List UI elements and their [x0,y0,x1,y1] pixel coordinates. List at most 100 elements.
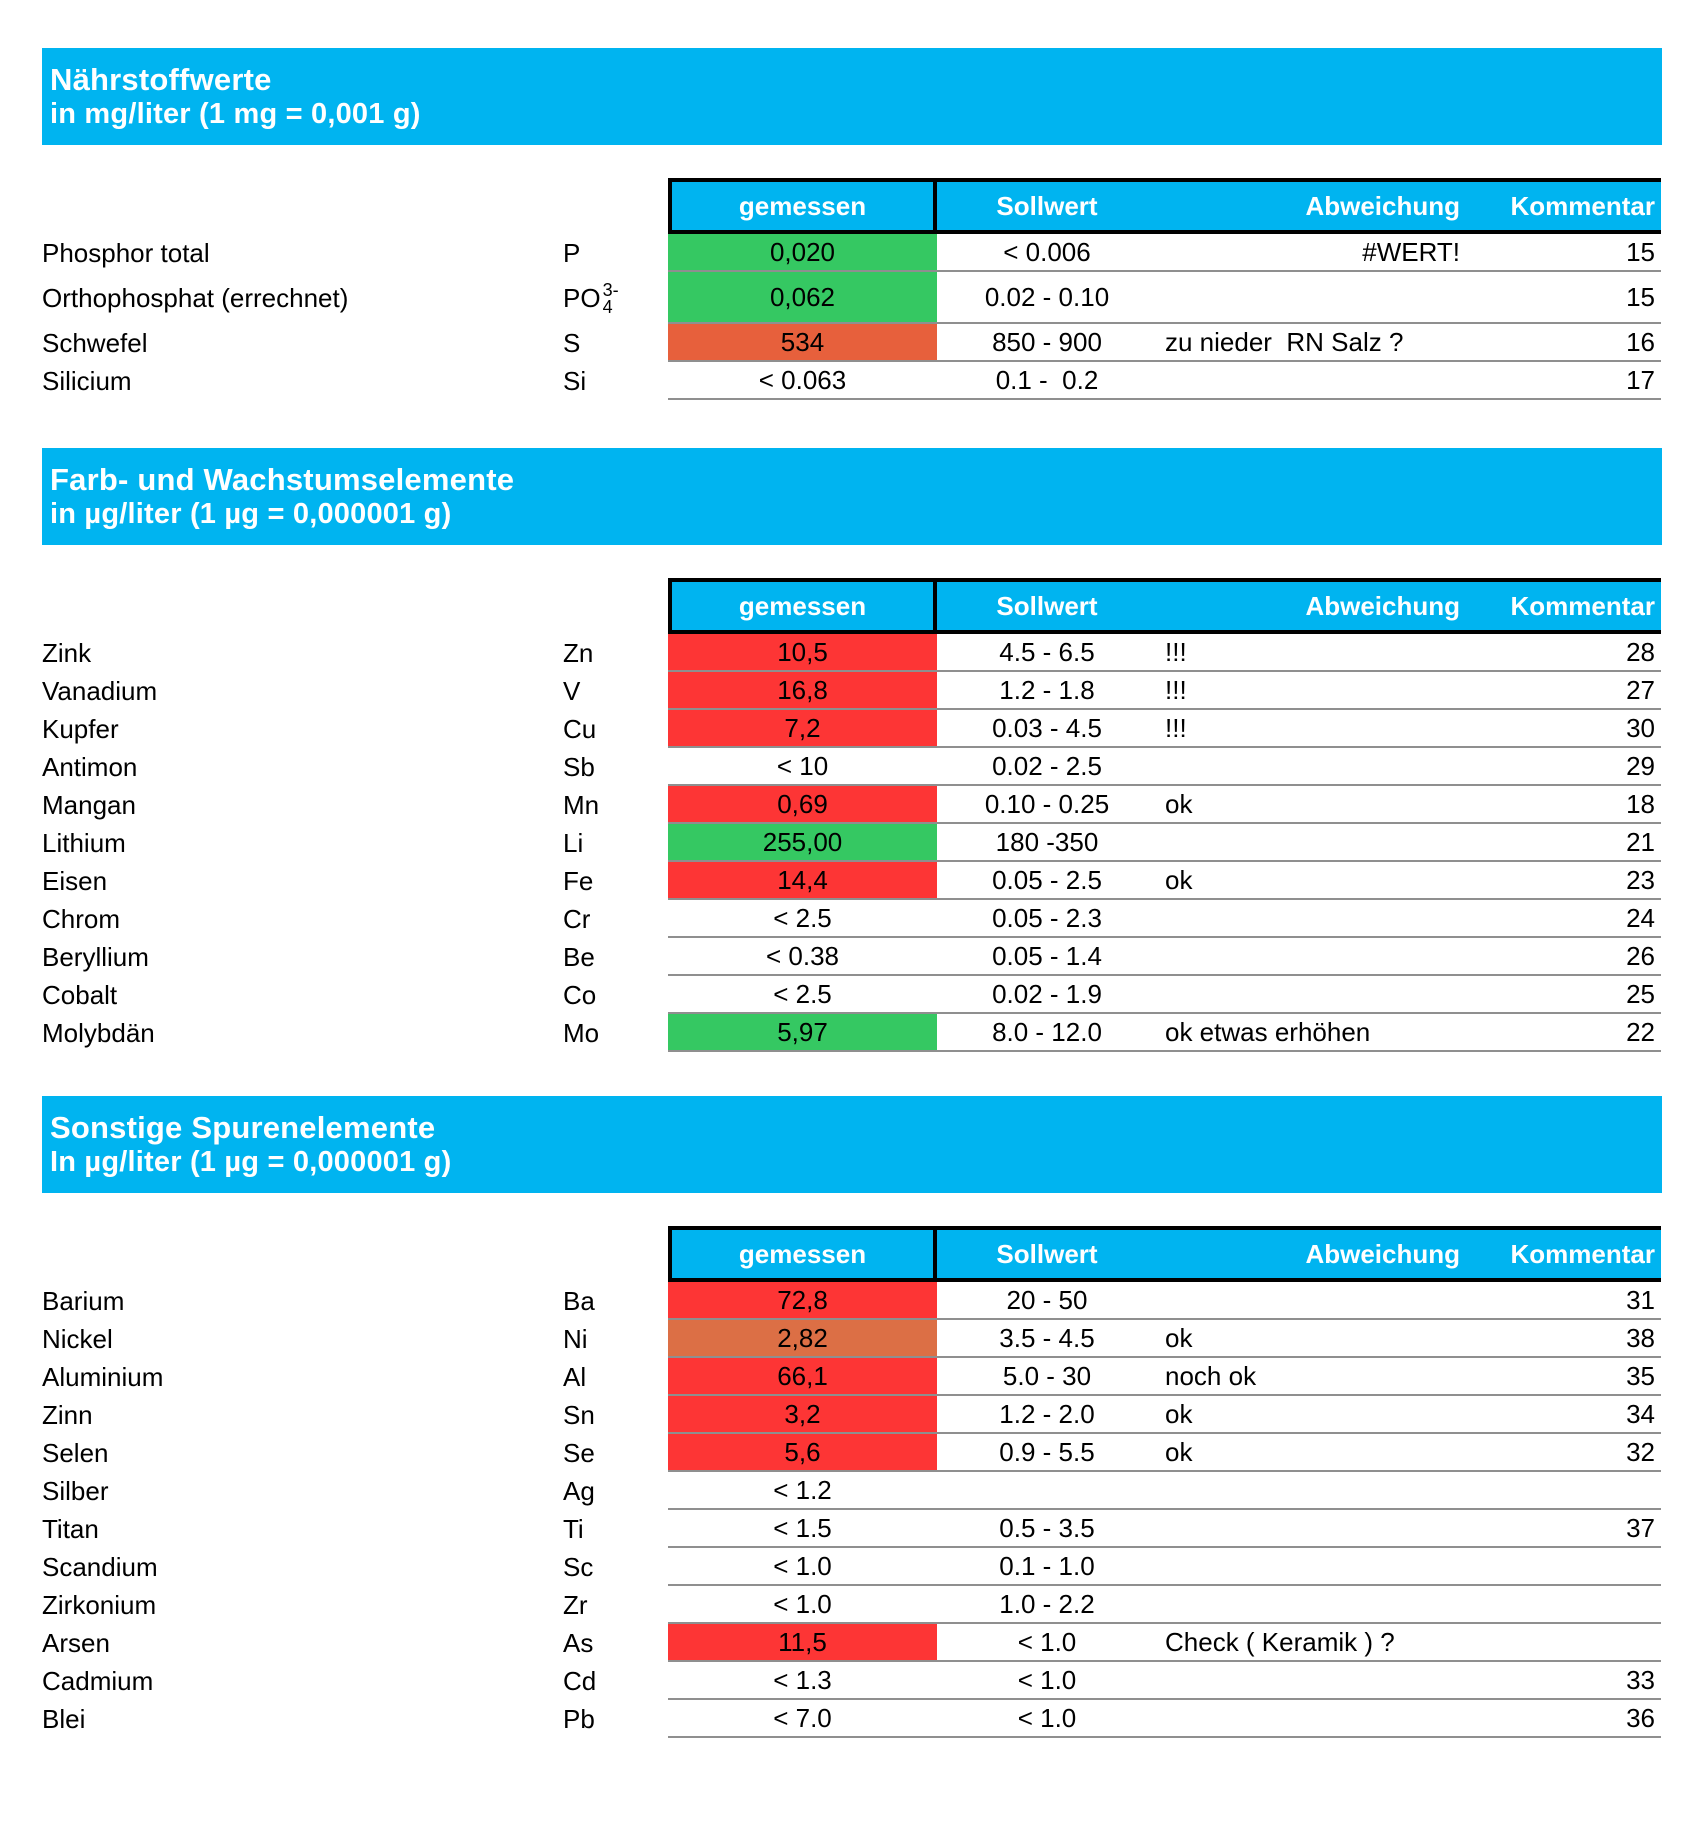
table-row: Scandium Sc < 1.0 0.1 - 1.0 [42,1548,1661,1586]
element-symbol-cell: Sb [563,748,668,786]
deviation-note-cell [1157,824,1468,862]
element-symbol-cell: Cr [563,900,668,938]
section-title: Nährstoffwerte [50,61,272,97]
measured-value-cell: 10,5 [668,634,937,672]
element-symbol: Co [563,979,597,1010]
water-analysis-report: Nährstoffwerte in mg/liter (1 mg = 0,001 … [0,48,1701,1848]
comment-number-cell: 27 [1468,672,1661,710]
table-row: Silicium Si < 0.063 0.1 - 0.2 17 [42,362,1661,400]
target-range-cell: 1.2 - 1.8 [937,672,1157,710]
deviation-note-cell [1157,938,1468,976]
column-header-gemessen: gemessen [668,178,937,234]
section-subtitle: In µg/liter (1 µg = 0,000001 g) [50,1145,452,1178]
section-0: Nährstoffwerte in mg/liter (1 mg = 0,001 … [0,48,1701,400]
element-name-cell: Phosphor total [42,237,210,268]
deviation-note-cell: ok [1157,862,1468,900]
element-name-cell: Aluminium [42,1361,164,1392]
header-name-spacer [42,178,563,234]
comment-number-cell [1468,1472,1661,1510]
column-header-kommentar: Kommentar [1468,578,1661,634]
target-range-cell: < 1.0 [937,1624,1157,1662]
element-name-cell: Chrom [42,903,121,934]
comment-number-cell: 32 [1468,1434,1661,1472]
element-symbol: Ba [563,1285,595,1316]
table-row: Nickel Ni 2,82 3.5 - 4.5 ok 38 [42,1320,1661,1358]
target-range-cell: 0.05 - 2.3 [937,900,1157,938]
section-2: Sonstige Spurenelemente In µg/liter (1 µg… [0,1096,1701,1738]
deviation-note-cell [1157,1472,1468,1510]
element-symbol-cell: Be [563,938,668,976]
table-header-row: gemessen Sollwert Abweichung Kommentar [42,578,1661,634]
column-header-sollwert: Sollwert [937,178,1157,234]
element-symbol-cell: Fe [563,862,668,900]
deviation-note-cell [1157,748,1468,786]
element-name-cell: Cobalt [42,979,118,1010]
measured-value-cell: 7,2 [668,710,937,748]
section-header-bar: Farb- und Wachstumselemente in µg/liter (… [42,448,1662,545]
table-row: Cadmium Cd < 1.3 < 1.0 33 [42,1662,1661,1700]
element-name-cell: Molybdän [42,1017,155,1048]
table-row: Molybdän Mo 5,97 8.0 - 12.0 ok etwas erhöhen… [42,1014,1661,1052]
table-row: Phosphor total P 0,020 < 0.006 #WERT! 15 [42,234,1661,272]
header-symbol-spacer [563,578,668,634]
comment-number-cell: 28 [1468,634,1661,672]
table-row: Chrom Cr < 2.5 0.05 - 2.3 24 [42,900,1661,938]
comment-number-cell: 30 [1468,710,1661,748]
table-header-row: gemessen Sollwert Abweichung Kommentar [42,1226,1661,1282]
deviation-note-cell [1157,976,1468,1014]
comment-number-cell: 15 [1468,272,1661,324]
element-name-cell: Silber [42,1475,109,1506]
table-row: Titan Ti < 1.5 0.5 - 3.5 37 [42,1510,1661,1548]
measured-value-cell: 5,97 [668,1014,937,1052]
table-row: Zink Zn 10,5 4.5 - 6.5!!! 28 [42,634,1661,672]
measured-value-cell: 72,8 [668,1282,937,1320]
target-range-cell [937,1472,1157,1510]
measured-value-cell: < 1.2 [668,1472,937,1510]
deviation-note-cell: #WERT! [1157,234,1468,272]
element-symbol-cell: V [563,672,668,710]
target-range-cell: 0.02 - 0.10 [937,272,1157,324]
element-name-cell: Barium [42,1285,125,1316]
element-symbol: Se [563,1437,595,1468]
measured-value-cell: 534 [668,324,937,362]
deviation-note-cell [1157,900,1468,938]
table-row: Lithium Li 255,00 180 -350 21 [42,824,1661,862]
element-symbol: PO [563,282,601,313]
deviation-note-cell [1157,1586,1468,1624]
header-name-spacer [42,578,563,634]
element-symbol-cell: Ni [563,1320,668,1358]
element-name-cell: Antimon [42,751,138,782]
section-1: Farb- und Wachstumselemente in µg/liter (… [0,448,1701,1052]
target-range-cell: 5.0 - 30 [937,1358,1157,1396]
comment-number-cell: 15 [1468,234,1661,272]
column-header-gemessen: gemessen [668,1226,937,1282]
element-symbol: Ag [563,1475,595,1506]
element-symbol-cell: P [563,234,668,272]
measured-value-cell: < 0.063 [668,362,937,400]
measured-value-cell: < 1.5 [668,1510,937,1548]
comment-number-cell: 37 [1468,1510,1661,1548]
measured-value-cell: < 10 [668,748,937,786]
deviation-note-cell: noch ok [1157,1358,1468,1396]
measured-value-cell: < 0.38 [668,938,937,976]
target-range-cell: 0.1 - 0.2 [937,362,1157,400]
deviation-note-cell: !!! [1157,672,1468,710]
comment-number-cell [1468,1548,1661,1586]
element-symbol: P [563,237,581,268]
deviation-note-cell: Check ( Keramik ) ? [1157,1624,1468,1662]
element-name-cell: Eisen [42,865,108,896]
header-symbol-spacer [563,178,668,234]
deviation-note-cell [1157,1510,1468,1548]
element-symbol: Sc [563,1551,594,1582]
measured-value-cell: < 1.3 [668,1662,937,1700]
element-symbol-cell: Ti [563,1510,668,1548]
section-header-bar: Sonstige Spurenelemente In µg/liter (1 µg… [42,1096,1662,1193]
header-name-spacer [42,1226,563,1282]
deviation-note-cell [1157,362,1468,400]
target-range-cell: 0.1 - 1.0 [937,1548,1157,1586]
element-symbol-cell: Co [563,976,668,1014]
target-range-cell: 1.0 - 2.2 [937,1586,1157,1624]
element-name-cell: Cadmium [42,1665,154,1696]
symbol-charge-stack: 3- 4 [603,281,619,316]
target-range-cell: 1.2 - 2.0 [937,1396,1157,1434]
